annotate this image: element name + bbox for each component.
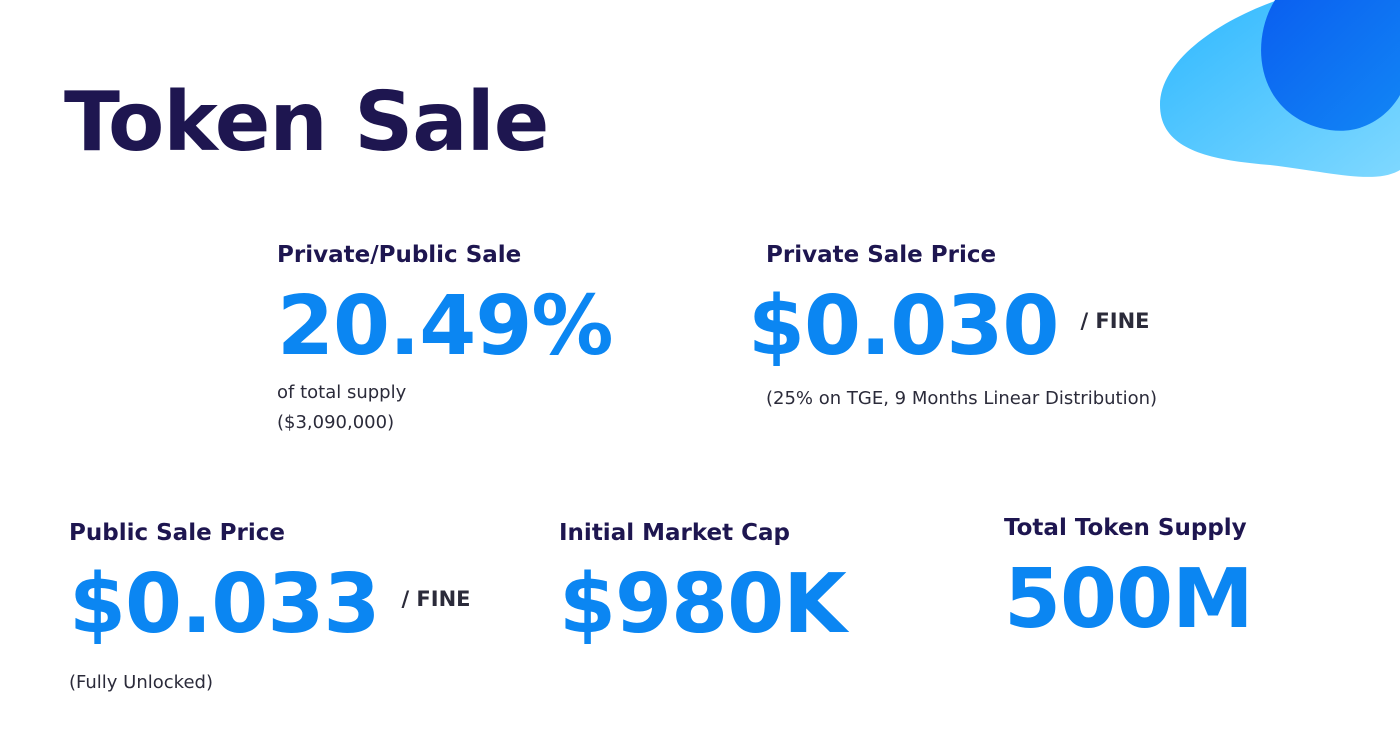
private-public-sale-block: Private/Public Sale 20.49% of total supp…: [277, 242, 614, 438]
private-sale-price-value: $0.030: [748, 279, 1059, 374]
blob-dark-shape: [1261, 0, 1400, 131]
public-sale-price-label: Public Sale Price: [69, 520, 285, 546]
public-sale-price-value: $0.033: [69, 557, 380, 652]
private-sale-distribution-note: (25% on TGE, 9 Months Linear Distributio…: [766, 388, 1158, 409]
private-public-sale-note: of total supply ($3,090,000): [277, 378, 613, 438]
initial-market-cap-label: Initial Market Cap: [559, 520, 790, 546]
total-token-supply-value: 500M: [1004, 552, 1254, 647]
initial-market-cap-block: Initial Market Cap $980K: [559, 520, 847, 652]
supply-amount-note: ($3,090,000): [277, 412, 395, 433]
initial-market-cap-value: $980K: [559, 557, 847, 652]
public-sale-price-value-row: $0.033 / FINE: [69, 564, 471, 646]
supply-note: of total supply: [277, 382, 407, 403]
total-token-supply-value-row: 500M: [1004, 552, 1254, 647]
total-token-supply-label: Total Token Supply: [1004, 515, 1247, 541]
private-sale-price-value-row: $0.030 / FINE: [748, 286, 1157, 368]
initial-market-cap-value-row: $980K: [559, 557, 847, 652]
public-sale-price-block: Public Sale Price $0.033 / FINE (Fully U…: [69, 520, 471, 698]
private-public-sale-value-row: 20.49%: [277, 279, 614, 374]
private-sale-price-label: Private Sale Price: [766, 242, 997, 268]
total-token-supply-block: Total Token Supply 500M: [1004, 515, 1254, 647]
public-sale-price-unit: / FINE: [401, 587, 471, 611]
public-sale-unlock-note: (Fully Unlocked): [69, 672, 213, 693]
private-sale-price-unit: / FINE: [1080, 309, 1150, 333]
private-sale-price-block: Private Sale Price $0.030 / FINE (25% on…: [748, 242, 1157, 414]
private-public-sale-value: 20.49%: [277, 279, 614, 374]
private-public-sale-label: Private/Public Sale: [277, 242, 522, 268]
page-title: Token Sale: [64, 75, 549, 170]
decorative-blob: [1160, 0, 1400, 177]
